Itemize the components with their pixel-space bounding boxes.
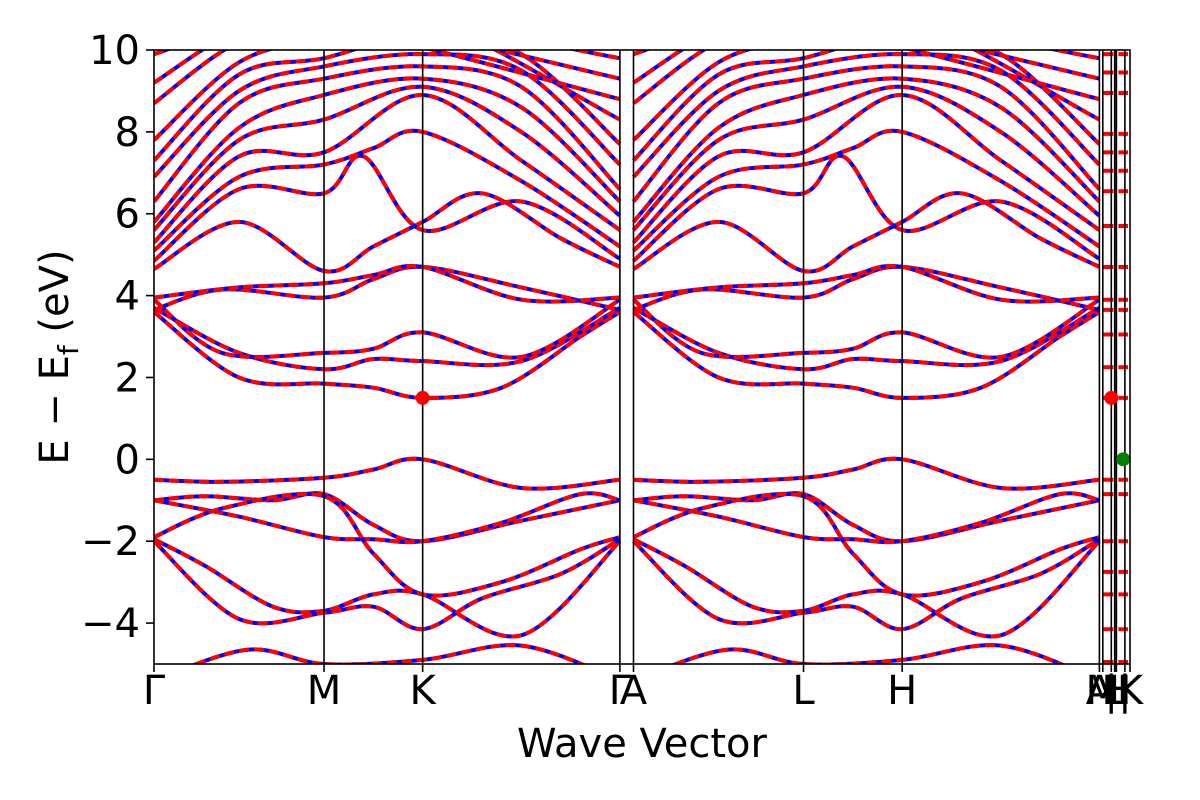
band-edge-marker-1	[1104, 390, 1119, 405]
band-edge-marker-2	[1116, 452, 1130, 467]
y-tick-label: 10	[89, 28, 140, 74]
k-path-lines	[323, 50, 1126, 664]
x-tick-label: A	[620, 668, 648, 714]
x-tick-label: M	[1086, 668, 1121, 714]
x-tick-label: K	[1117, 668, 1145, 714]
x-tick-label: |	[1105, 668, 1118, 714]
band-alha-8-red	[632, 306, 1101, 372]
x-tick-label: A	[1086, 668, 1114, 714]
band-gmkg-23-red	[154, 50, 621, 85]
y-tick-label: 6	[115, 192, 140, 238]
band-alha-5-red	[632, 537, 1101, 632]
band-gmkg-6-red	[190, 643, 587, 664]
band-alha-14-red	[632, 128, 1101, 253]
band-alha-19-red	[632, 52, 1101, 179]
x-tick-label: |	[1118, 668, 1131, 714]
band-gmkg-2-red	[154, 491, 621, 545]
x-tick-label: K	[410, 668, 438, 714]
y-axis-title-main: E − E	[32, 355, 78, 465]
band-gmkg-20-blue	[154, 50, 622, 162]
band-alha-6-red	[670, 643, 1066, 664]
band-alha-11-red	[633, 263, 1100, 304]
band-alha-2-red	[633, 491, 1100, 545]
band-gmkg-14-red	[154, 128, 622, 253]
band-gmkg-12-red	[154, 191, 621, 274]
x-tick-label: Γ	[143, 668, 166, 714]
y-tick-label: −4	[81, 601, 140, 647]
x-axis-ticks: Γ M K ΓA L H AM|LH|K	[143, 664, 1145, 714]
y-tick-label: 2	[115, 355, 140, 401]
band-alha-1-red	[633, 491, 1100, 544]
band-alha-16-blue	[632, 84, 1101, 232]
markers-layer	[415, 390, 1130, 467]
x-tick-label: H	[887, 668, 917, 714]
x-tick-label: M	[307, 668, 342, 714]
band-gmkg-10-red	[154, 264, 621, 312]
band-alha-17-red	[632, 76, 1101, 224]
band-gmkg-5-red	[154, 537, 621, 632]
x-tick-label: L	[792, 668, 815, 714]
band-alha-7-red	[632, 310, 1101, 400]
band-gmkg-1-red	[154, 491, 621, 544]
x-tick-label: Γ	[609, 668, 632, 714]
y-tick-label: 4	[115, 274, 140, 320]
band-alha-13-red	[632, 153, 1101, 263]
y-tick-label: −2	[81, 519, 140, 565]
band-alha-10-red	[632, 264, 1100, 312]
band-alha-12-red	[632, 191, 1101, 274]
band-gmkg-3-red	[154, 491, 621, 598]
band-gmkg-16-blue	[154, 84, 622, 232]
band-alha-21-red	[632, 50, 1101, 142]
y-tick-label: 0	[115, 437, 140, 483]
band-gmkg-21-red	[154, 50, 621, 142]
x-axis-title: Wave Vector	[517, 721, 768, 767]
x-tick-label: L	[1104, 668, 1127, 714]
band-gmkg-22-red	[154, 50, 621, 105]
band-alha-4-red	[632, 537, 1101, 639]
y-axis-ticks: −4 −2 0 2 4 6 8 10	[81, 28, 154, 647]
band-gmkg-15-red	[154, 92, 622, 244]
band-alha-3-red	[632, 491, 1101, 598]
band-edge-marker-0	[415, 390, 430, 405]
plot-frame	[153, 49, 1131, 665]
band-gmkg-13-red	[154, 153, 621, 263]
x-tick-label: H	[1101, 668, 1131, 714]
band-gmkg-9-red	[154, 297, 621, 360]
bands-layer	[154, 50, 1128, 664]
band-gmkg-11-red	[154, 263, 620, 304]
band-gmkg-0-red	[154, 456, 621, 491]
band-alha-20-blue	[632, 50, 1101, 162]
y-axis-title-sub: f	[52, 344, 85, 355]
y-tick-label: 8	[115, 110, 140, 156]
band-alha-9-red	[632, 297, 1101, 360]
band-alha-22-red	[632, 50, 1100, 105]
y-axis-title: E − Ef (eV)	[32, 249, 85, 464]
band-alha-0-red	[633, 456, 1100, 491]
band-gmkg-18-red	[154, 64, 622, 203]
band-gmkg-4-red	[154, 537, 622, 639]
band-gmkg-7-red	[154, 310, 621, 400]
band-alha-23-red	[632, 50, 1100, 85]
y-axis-title-unit: (eV)	[32, 249, 78, 345]
band-alha-18-red	[631, 64, 1101, 203]
band-gmkg-19-red	[154, 52, 622, 179]
band-gmkg-17-red	[154, 76, 622, 224]
band-gmkg-8-red	[154, 306, 621, 372]
band-alha-15-red	[632, 92, 1101, 244]
